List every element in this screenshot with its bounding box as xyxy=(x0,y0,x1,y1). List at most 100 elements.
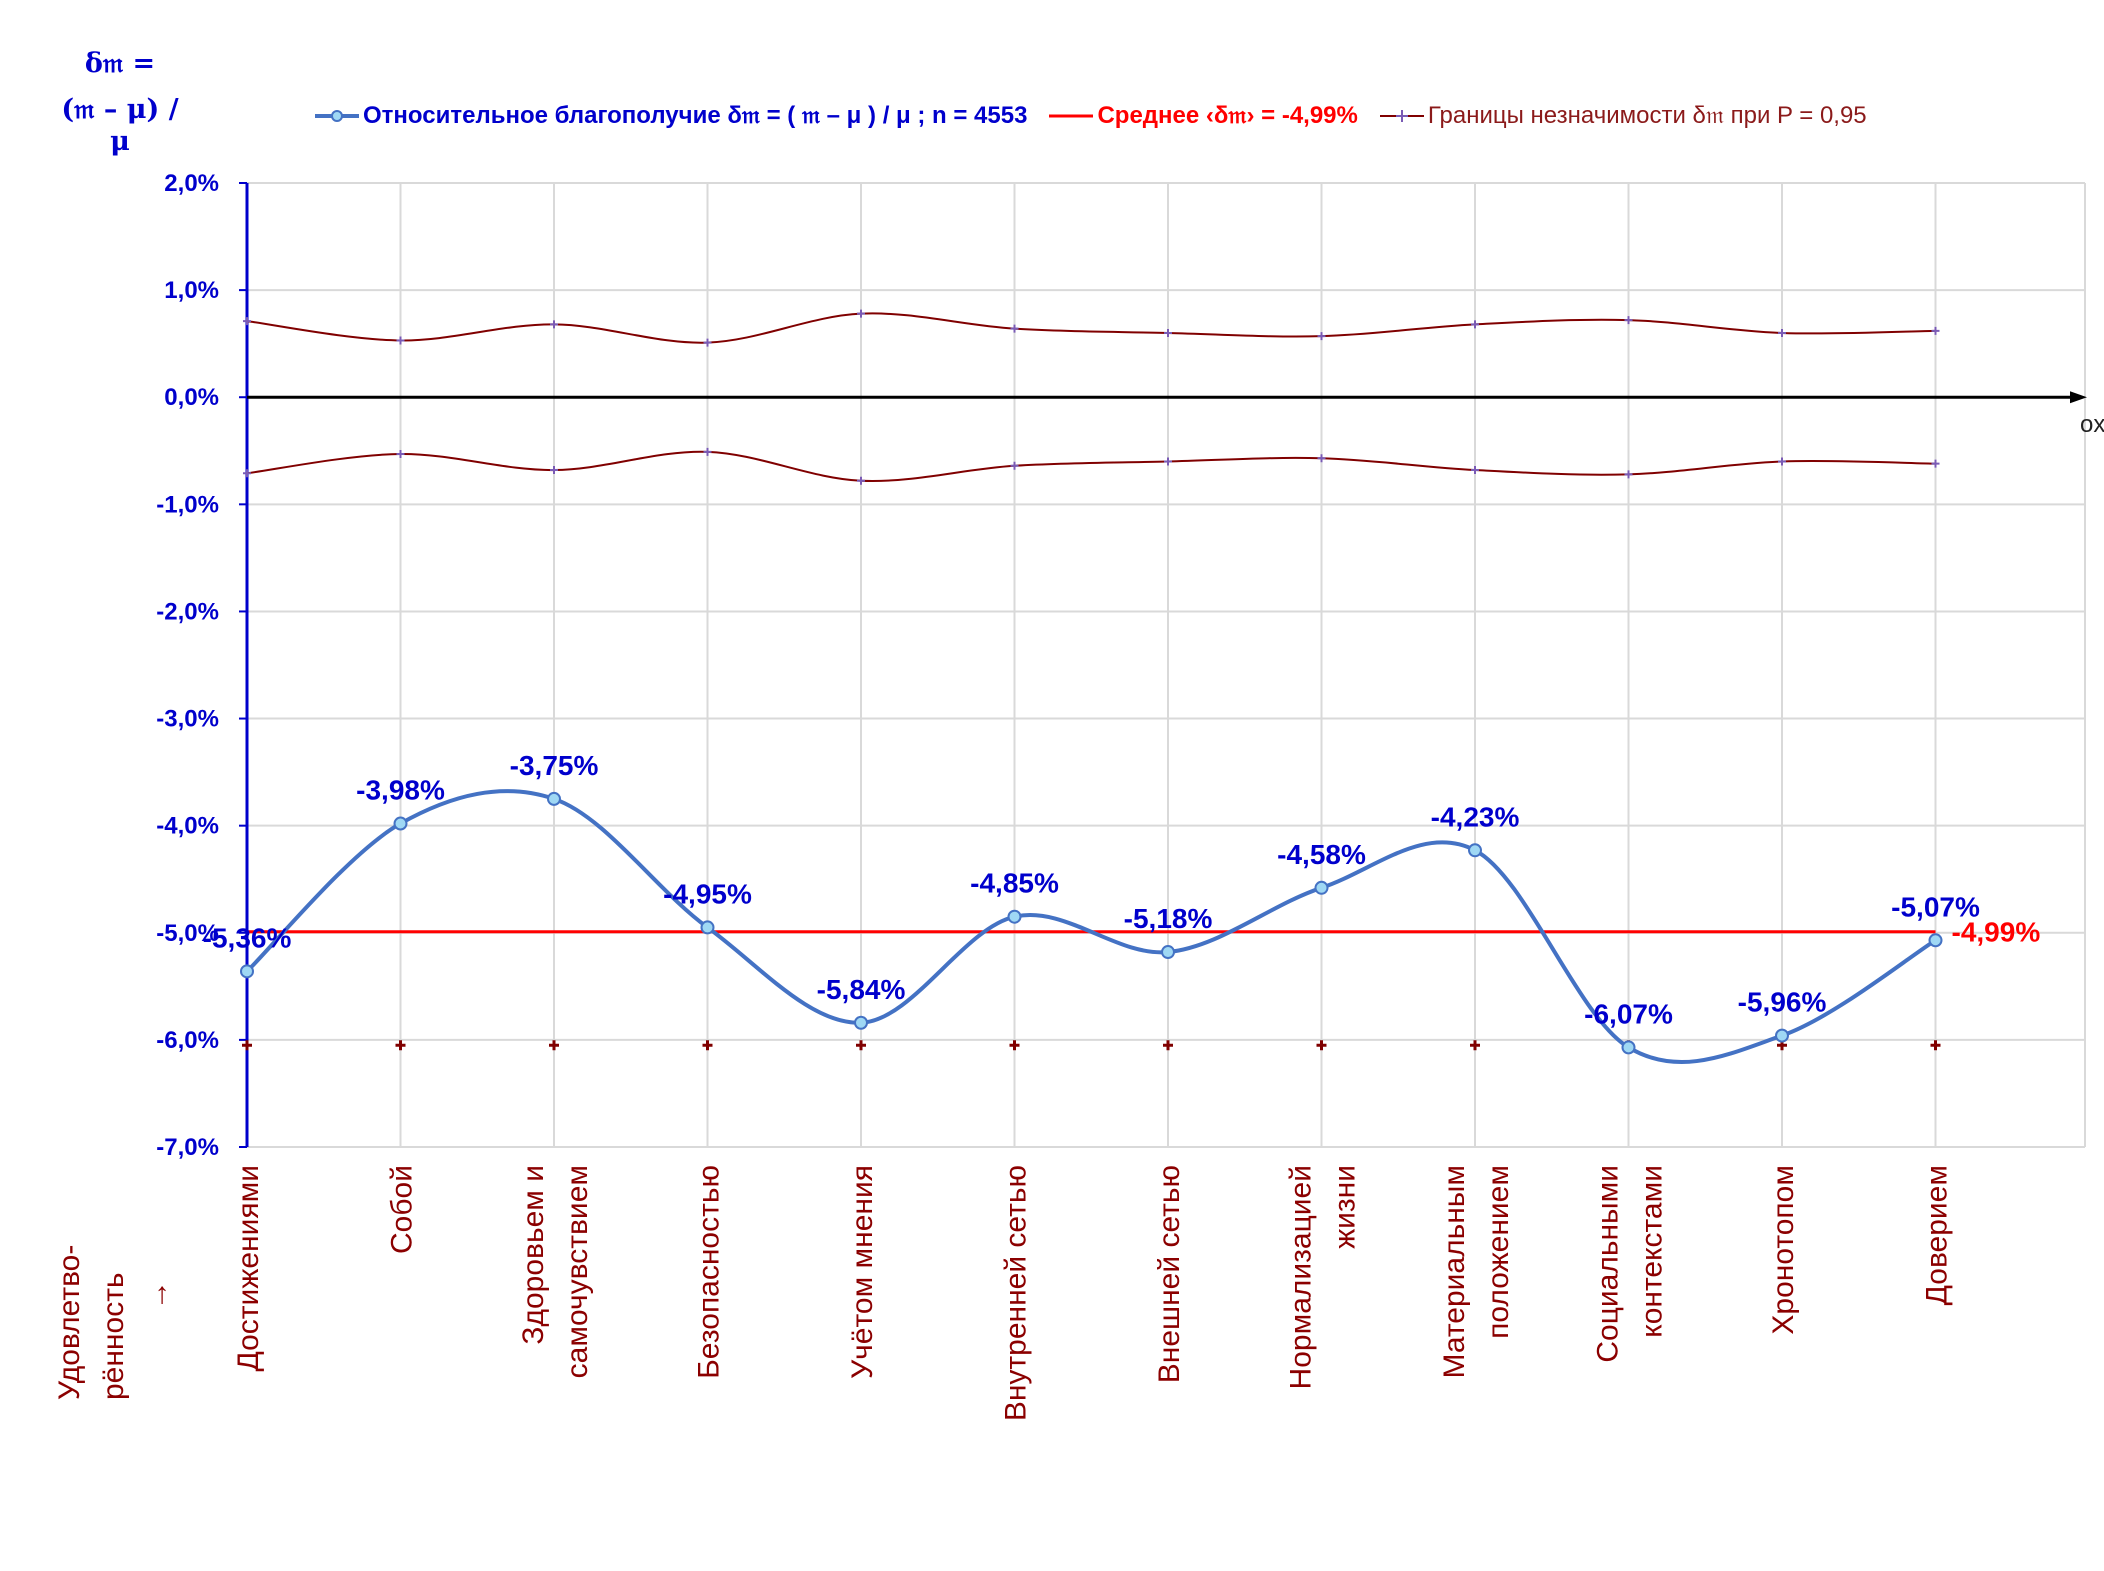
y-tick-label: 2,0% xyxy=(164,170,219,197)
data-point xyxy=(1928,933,1943,948)
x-axis-arrow xyxy=(2070,391,2087,404)
category-label-line: Нормализацией xyxy=(1285,1165,1318,1389)
bounds-upper-line xyxy=(246,312,1936,344)
data-label: -6,07% xyxy=(1584,998,1673,1029)
category-label-line: Достижениями xyxy=(232,1165,265,1372)
bounds-upper-marker xyxy=(1010,324,1019,333)
category-label: Нормализацией жизни xyxy=(1285,1165,1362,1389)
data-point xyxy=(547,791,561,806)
data-label: -3,75% xyxy=(510,750,599,781)
bounds-lower-marker xyxy=(1624,470,1633,479)
bounds-upper-marker xyxy=(857,309,865,318)
bounds-lower-marker xyxy=(1010,461,1019,470)
category-label-line: Собой xyxy=(386,1165,419,1254)
bottom-marker xyxy=(1163,1040,1173,1051)
category-label-line: Учётом мнения xyxy=(846,1165,879,1379)
bounds-lower-marker xyxy=(396,449,405,458)
category-label: Достижениями xyxy=(232,1165,265,1372)
x-axis-end-label: ox xyxy=(2080,411,2104,438)
series-line xyxy=(245,789,1937,1065)
data-point xyxy=(393,816,408,831)
data-point xyxy=(240,964,254,979)
legend-bounds-swatch xyxy=(1379,110,1424,122)
bounds-upper-marker xyxy=(243,317,251,326)
category-label-line: Материальным xyxy=(1438,1165,1471,1378)
category-label-line: Доверием xyxy=(1921,1165,1954,1305)
data-point xyxy=(1007,909,1022,924)
category-label-line: Внешней сетью xyxy=(1153,1165,1186,1383)
data-label: -4,58% xyxy=(1277,839,1366,870)
y-tick-label: -2,0% xyxy=(156,598,219,625)
category-label: Учётом мнения xyxy=(846,1165,879,1379)
data-point xyxy=(1314,880,1329,895)
y-tick-label: -3,0% xyxy=(156,706,219,733)
category-label: Здоровьем и самочувствием xyxy=(517,1165,594,1378)
category-label: Собой xyxy=(386,1165,419,1254)
data-label: -3,98% xyxy=(356,775,445,806)
bottom-marker xyxy=(1009,1040,1020,1051)
data-point xyxy=(700,920,715,935)
bottom-marker xyxy=(1930,1040,1941,1051)
data-label: -5,96% xyxy=(1738,987,1827,1018)
y-tick-label: -6,0% xyxy=(156,1027,219,1054)
category-label: Внешней сетью xyxy=(1153,1165,1186,1383)
legend-mean-swatch xyxy=(1049,114,1094,118)
category-label: Социальными контекстами xyxy=(1592,1165,1669,1363)
data-point xyxy=(1161,945,1175,960)
category-label: Доверием xyxy=(1921,1165,1954,1305)
category-label-line: Здоровьем и xyxy=(517,1165,550,1345)
category-label-line: Хронотопом xyxy=(1767,1165,1800,1335)
y-axis-title: δ𝔪 = (𝔪 – μ) / μ xyxy=(55,48,185,157)
side-caption-line1: Удовлетво- xyxy=(53,1244,86,1400)
bounds-upper-marker xyxy=(703,338,712,347)
bounds-lower-marker xyxy=(703,447,712,456)
category-label: Материальным положением xyxy=(1438,1165,1515,1378)
bounds-lower-marker xyxy=(1471,466,1479,475)
legend: Относительное благополучие δ𝔪 = ( 𝔪 – μ … xyxy=(315,100,1889,132)
y-tick-label: 1,0% xyxy=(164,277,219,304)
bounds-upper-marker xyxy=(1778,328,1786,337)
bottom-marker xyxy=(395,1040,406,1051)
category-label: Хронотопом xyxy=(1767,1165,1800,1335)
y-tick-label: -5,0% xyxy=(156,920,219,947)
bounds-upper-marker xyxy=(1471,320,1479,329)
legend-item-mean: Среднее ‹δ𝔪› = -4,99% xyxy=(1049,102,1358,130)
data-point xyxy=(1621,1040,1636,1055)
bounds-lower-marker xyxy=(243,469,251,478)
data-point xyxy=(1775,1028,1789,1043)
category-label-line: Внутренней сетью xyxy=(1000,1165,1033,1421)
y-axis-title-line2: (𝔪 – μ) / μ xyxy=(61,94,179,157)
legend-bounds-label: Границы незначимости δ𝔪 при P = 0,95 xyxy=(1427,102,1867,129)
bottom-marker xyxy=(856,1040,866,1051)
bounds-upper-marker xyxy=(396,336,405,345)
legend-item-series: Относительное благополучие δ𝔪 = ( 𝔪 – μ … xyxy=(315,102,1027,130)
data-label: -5,07% xyxy=(1891,891,1980,922)
bounds-lower-line xyxy=(246,450,1936,483)
bottom-marker xyxy=(242,1040,252,1051)
bounds-upper-marker xyxy=(1164,328,1172,337)
bounds-lower-marker xyxy=(1931,459,1940,468)
legend-series-swatch xyxy=(315,110,359,122)
data-label: -5,84% xyxy=(817,974,906,1005)
bounds-lower-marker xyxy=(1164,457,1172,466)
y-tick-label: -1,0% xyxy=(156,491,219,518)
category-label: Внутренней сетью xyxy=(1000,1165,1033,1421)
legend-item-bounds: Границы незначимости δ𝔪 при P = 0,95 xyxy=(1379,102,1867,130)
category-label-line: контекстами xyxy=(1636,1165,1669,1338)
data-label: -5,18% xyxy=(1124,903,1213,934)
category-label-line: Безопасностью xyxy=(693,1165,726,1379)
data-label: -4,95% xyxy=(663,878,752,909)
side-caption-arrow: → xyxy=(141,1280,174,1310)
data-point xyxy=(1468,843,1482,858)
y-tick-label: -4,0% xyxy=(156,813,219,840)
y-tick-label: 0,0% xyxy=(164,384,219,411)
data-label: -4,85% xyxy=(970,868,1059,899)
bounds-upper-marker xyxy=(1931,326,1940,335)
bounds-upper-marker xyxy=(1624,316,1633,325)
category-label-line: жизни xyxy=(1329,1165,1362,1249)
y-axis-title-line1: δ𝔪 = xyxy=(84,48,156,79)
bounds-lower-marker xyxy=(1317,454,1326,463)
bottom-marker xyxy=(549,1040,559,1051)
bottom-marker xyxy=(702,1040,713,1051)
